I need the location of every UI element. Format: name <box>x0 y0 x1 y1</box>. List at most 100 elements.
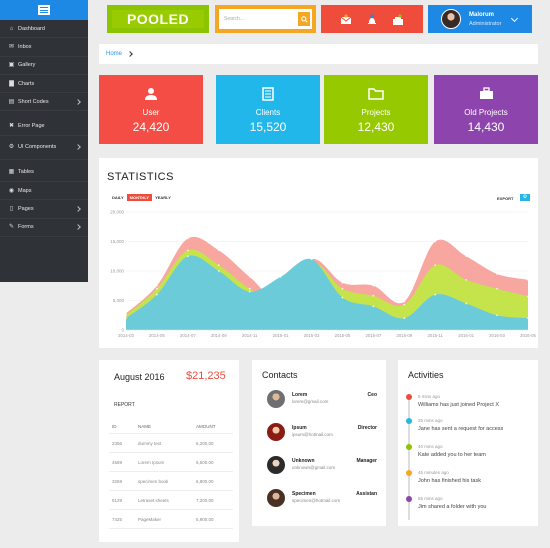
timeline-dot-icon <box>406 444 412 450</box>
data-point <box>217 264 220 266</box>
sidebar-toggle[interactable] <box>0 0 88 20</box>
data-point <box>465 302 468 305</box>
contact-role: Manager <box>356 458 377 464</box>
x-tick-label: 2016-01 <box>458 333 474 338</box>
sidebar-item-error-page[interactable]: ✖ Error Page <box>0 117 88 136</box>
statistics-panel: STATISTICS DAILY MONTHLY YEARLY EXPORT ⚙ 0… <box>99 158 538 348</box>
table-cell: 7,200.00 <box>196 497 214 503</box>
sidebar-item-charts[interactable]: ▇ Charts <box>0 75 88 94</box>
logo-box[interactable]: POOLED <box>107 5 209 33</box>
stat-card-projects[interactable]: Projects 12,430 <box>324 75 428 144</box>
data-point <box>310 258 313 261</box>
search-input[interactable]: Search... <box>219 9 312 29</box>
breadcrumb-home[interactable]: Home <box>106 51 123 57</box>
export-button[interactable]: EXPORT <box>497 196 514 201</box>
task-notification-icon[interactable] <box>392 13 404 25</box>
data-point <box>527 295 529 298</box>
stat-label: Projects <box>361 108 391 117</box>
timeline-line <box>408 394 410 520</box>
edit-icon: ✎ <box>8 224 15 231</box>
data-point <box>372 305 375 308</box>
table-row: 7425 PageMaker 5,900.00 <box>109 510 233 529</box>
table-cell: 4589 <box>112 459 123 465</box>
y-tick-label: 15,000 <box>110 239 124 244</box>
contact-item[interactable]: Specimen specimen@hotmail.com Assistan <box>267 489 377 511</box>
data-point <box>186 255 189 258</box>
sidebar-item-pages[interactable]: ▯ Pages <box>0 200 88 219</box>
chevron-right-icon <box>127 51 133 57</box>
stat-value: 24,420 <box>132 120 170 134</box>
sidebar-item-forms[interactable]: ✎ Forms <box>0 219 88 237</box>
sidebar-item-inbox[interactable]: ✉ Inbox <box>0 38 88 57</box>
data-point <box>403 303 406 306</box>
stat-label: Old Projects <box>464 108 508 117</box>
stat-value: 12,430 <box>357 120 395 134</box>
contacts-panel: Contacts Lorem lorem@gmail.com Ceo Ipsum ips… <box>252 360 386 526</box>
sidebar-item-short-codes[interactable]: ▤ Short Codes <box>0 93 88 112</box>
gear-icon[interactable]: ⚙ <box>520 194 530 201</box>
sidebar-item-dashboard[interactable]: ⌂ Dashboard <box>0 20 88 39</box>
avatar <box>441 9 461 29</box>
stat-label: Clients <box>255 108 281 117</box>
stat-card-old-projects[interactable]: Old Projects 14,430 <box>434 75 538 144</box>
timeline-dot-icon <box>406 394 412 400</box>
user-info: Malorum Administrator <box>469 12 501 27</box>
revenue-title: August 2016 <box>114 372 165 382</box>
tab-daily[interactable]: DAILY <box>112 195 124 200</box>
user-menu[interactable]: Malorum Administrator <box>428 5 532 33</box>
sidebar-item-ui-components[interactable]: ⚙ UI Components <box>0 136 88 160</box>
data-point <box>341 287 344 290</box>
mail-notification-icon[interactable] <box>340 13 352 25</box>
activity-time: 5 mins ago <box>418 394 441 399</box>
x-tick-label: 2015-11 <box>428 333 444 338</box>
table-cell: 6,800.00 <box>196 478 214 484</box>
table-cell: 3269 <box>112 478 123 484</box>
sidebar-item-gallery[interactable]: ▣ Gallery <box>0 57 88 75</box>
data-point <box>341 296 344 299</box>
contact-name: Specimen <box>292 491 316 497</box>
activity-text: Williams has just joined Project X <box>418 402 500 408</box>
x-tick-label: 2014-07 <box>180 333 196 338</box>
tab-yearly[interactable]: YEARLY <box>155 195 171 200</box>
data-point <box>372 284 375 287</box>
bell-notification-icon[interactable] <box>366 13 378 25</box>
data-point <box>125 312 127 315</box>
table-cell: specimen book <box>138 478 169 484</box>
image-icon: ▣ <box>8 62 15 69</box>
column-header: ID <box>112 424 117 429</box>
y-tick-label: 10,000 <box>110 269 124 274</box>
table-cell: Lorem Ipsum <box>138 459 165 465</box>
tab-monthly[interactable]: MONTHLY <box>126 194 153 201</box>
chevron-right-icon <box>75 144 81 151</box>
data-point <box>403 317 406 320</box>
sidebar-item-label: UI Components <box>18 144 57 151</box>
contact-item[interactable]: Unknown unknown@gmail.com Manager <box>267 456 377 478</box>
sidebar-item-tables[interactable]: ▦ Tables <box>0 164 88 183</box>
breadcrumb: Home <box>99 44 538 64</box>
table-row: 3269 specimen book 6,800.00 <box>109 472 233 491</box>
sidebar-item-maps[interactable]: ◉ Maps <box>0 182 88 201</box>
data-point <box>156 284 158 287</box>
x-tick-label: 2014-09 <box>211 333 227 338</box>
activity-text: Jim shared a folder with you <box>418 504 487 510</box>
search-button[interactable] <box>298 12 310 26</box>
contacts-title: Contacts <box>262 370 298 380</box>
activities-title: Activities <box>408 370 444 380</box>
revenue-report-label: REPORT <box>114 402 135 408</box>
stat-card-clients[interactable]: Clients 15,520 <box>216 75 320 144</box>
avatar <box>267 456 285 474</box>
activity-time: 55 mins ago <box>418 496 443 501</box>
data-point <box>372 294 375 297</box>
data-point <box>465 255 468 258</box>
stat-card-user[interactable]: User 24,420 <box>99 75 203 144</box>
stat-value: 14,430 <box>467 120 505 134</box>
user-icon <box>99 87 203 101</box>
data-point <box>465 278 468 281</box>
activity-text: Jane has sent a request for access <box>418 426 504 432</box>
contact-item[interactable]: Ipsum ipsum@hotmail.com Director <box>267 423 377 445</box>
x-tick-label: 2015-05 <box>335 333 351 338</box>
data-point <box>341 281 344 284</box>
contact-item[interactable]: Lorem lorem@gmail.com Ceo <box>267 390 377 412</box>
x-tick-label: 2014-05 <box>149 333 165 338</box>
data-point <box>125 314 127 317</box>
